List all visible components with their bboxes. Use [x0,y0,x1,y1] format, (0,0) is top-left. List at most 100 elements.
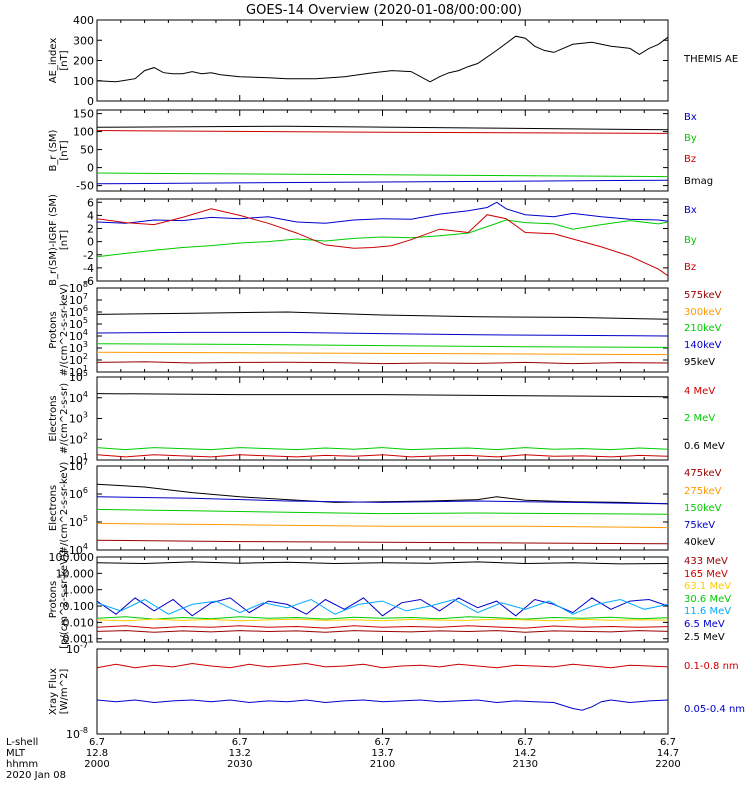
y-tick-label: -50 [76,180,94,193]
legend-label: Bmag [684,176,713,187]
series-line-bz [96,208,669,277]
y-tick-label: 2 [87,223,94,236]
x-tick-label: 14.2 [514,748,536,759]
x-tick-label: 6.7 [517,737,533,748]
panel-frame [96,287,669,373]
legend-label: 433 MeV [684,556,728,567]
legend-label: 575keV [684,290,722,301]
panel-protons_mev: 0.001 0.010 0.100 1.000 10.000 100.000Protons… [48,550,731,649]
y-tick-label: 106 [69,486,88,501]
y-tick-label: 0 [87,236,94,249]
x-tick-label: 6.7 [375,737,391,748]
panel-frame [96,19,669,102]
series-line-475kev [96,539,669,545]
y-tick-label: 0 [87,162,94,175]
series-line-40kev [96,483,669,505]
y-tick-label: 0 [87,95,94,108]
panel-frame [96,109,669,192]
legend-label: 4 MeV [684,386,715,397]
x-axis-row-label: L-shell [6,737,38,748]
legend-label: Bz [684,154,696,165]
legend-label: 6.5 MeV [684,619,725,630]
series-line-140kev [96,331,669,337]
legend-label: 0.1-0.8 nm [684,661,739,672]
y-tick-label: 200 [73,55,94,68]
y-tick-label: 150 [73,108,94,121]
panel-xray: 10-8 10-7 Xray Flux[W/m^2] 0.1-0.8 nm 0.05-0… [48,641,745,741]
x-tick-label: 2000 [84,759,109,770]
x-tick-label: 14.7 [657,748,679,759]
series-line-2-5-mev [96,561,669,565]
y-tick-label: 103 [69,411,88,426]
y-tick-label: 0.001 [63,633,95,646]
y-tick-label: 4 [87,209,94,222]
legend-label: 63.1 MeV [684,581,731,592]
x-tick-label: 6.7 [89,737,105,748]
legend-label: 30.6 MeV [684,594,731,605]
legend-label: By [684,235,697,246]
series-line-575kev [96,361,669,365]
x-tick-label: 2100 [370,759,395,770]
series-line-0-6-mev [96,393,669,398]
series-line-210kev [96,343,669,348]
series-line-0-1-0-8-nm [96,662,669,669]
y-tick-label: 105 [69,514,88,529]
legend-label: 300keV [684,307,722,318]
series-line-63-1-mev [96,618,669,622]
legend-label: 150keV [684,503,722,514]
y-tick-label: 0.100 [63,600,95,613]
y-tick-label: -4 [83,262,94,275]
series-line-themis-ae [96,35,669,83]
legend-label: 2 MeV [684,413,715,424]
y-tick-label: -2 [83,249,94,262]
y-tick-label: 105 [69,369,88,384]
x-tick-label: 2030 [227,759,252,770]
legend-label: 275keV [684,486,722,497]
y-tick-label: 10-7 [66,641,88,656]
series-line-by [96,219,669,258]
legend-label: Bz [684,262,696,273]
series-line-165-mev [96,625,669,629]
legend-label: 210keV [684,323,722,334]
panel-frame [96,648,669,735]
series-line-bz [96,130,669,134]
legend-label: 11.6 MeV [684,606,731,617]
series-line-75kev [96,496,669,505]
y-tick-label: 104 [69,390,88,405]
series-line-30-6-mev [96,616,669,620]
chart-title: GOES-14 Overview (2020-01-08/00:00:00) [246,3,522,18]
x-tick-label: 13.2 [229,748,251,759]
x-tick-label: 12.8 [86,748,108,759]
x-tick-label: 13.7 [371,748,393,759]
y-tick-label: 100.000 [49,551,95,564]
y-tick-label: 400 [73,14,94,27]
series-line-by [96,172,669,178]
y-tick-label: 100 [73,75,94,88]
legend-label: 0.6 MeV [684,441,725,452]
y-tick-label: 102 [69,431,88,446]
x-tick-label: 2200 [655,759,680,770]
series-line-275kev [96,522,669,529]
series-line-bx [96,201,669,224]
panel-protons_low: 101102103104105106107108Protons#/(cm^2-s… [48,280,722,379]
panel-frame [96,198,669,282]
series-line-433-mev [96,630,669,633]
series-line-300kev [96,351,669,356]
legend-label: Bx [684,112,697,123]
y-tick-label: 10-8 [66,726,88,741]
series-line-95kev [96,311,669,320]
y-axis-label: Electrons#/(cm^2-s-sr-keV) [48,462,70,555]
legend-label: By [684,133,697,144]
y-axis-label: Xray Flux[W/m^2] [48,668,70,715]
legend-label: 2.5 MeV [684,632,725,643]
legend-label: 0.05-0.4 nm [684,704,745,715]
y-axis-label: B_r(SM)-IGRF (SM)[nT] [48,194,70,286]
y-tick-label: 100 [73,126,94,139]
series-line-150kev [96,508,669,515]
series-line-bmag [96,125,669,131]
legend-label: 475keV [684,468,722,479]
